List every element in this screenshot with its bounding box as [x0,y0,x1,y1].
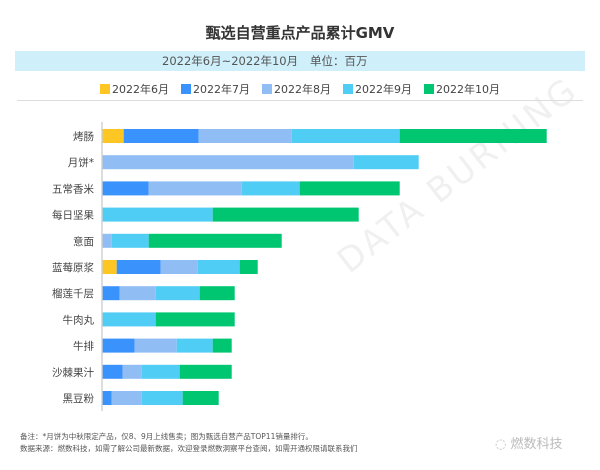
bar-segment [291,129,400,143]
bar-segment [102,260,117,274]
logo-text: 燃数科技 [510,437,563,452]
category-label: 蓝莓原浆 [52,261,94,274]
bar-segment [116,260,161,274]
bar-segment [102,181,149,196]
bar-segment [198,129,292,143]
bar-segment [141,364,180,379]
bar-segment [102,312,156,327]
divider [17,100,583,101]
bar-segment [155,286,200,301]
bar-segment [212,338,232,353]
bar-segment [102,233,112,248]
category-label: 黑豆粉 [63,392,95,405]
logo: ◌ 燃数科技 [495,433,563,452]
bar-segment [102,391,112,405]
category-label: 月饼* [68,156,94,169]
bar-segment [199,286,235,301]
legend-swatch [100,84,110,94]
legend: 2022年6月 2022年7月 2022年8月 2022年9月 2022年10月 [0,81,600,97]
bar-segment [102,155,354,170]
bar-segment [102,286,120,301]
legend-label: 2022年8月 [274,83,331,96]
bar-segment [148,233,282,248]
bar-segment [141,391,183,405]
bar-segment [102,129,124,143]
bar-segment [148,181,242,196]
bar-segment [197,260,240,274]
legend-swatch [262,84,272,94]
legend-label: 2022年6月 [112,83,169,96]
bar-segment [122,364,142,379]
category-label: 牛排 [73,340,94,353]
category-label: 意面 [73,235,94,248]
bar-segment [176,338,213,353]
category-label: 烤肠 [73,130,94,143]
bar-segment [212,207,359,222]
bar-segment [102,338,135,353]
legend-label: 2022年7月 [193,83,250,96]
category-label: 沙棘果汁 [52,366,94,379]
bar-segment [123,129,199,143]
category-label: 每日坚果 [52,209,94,222]
legend-item: 2022年8月 [262,81,331,97]
legend-swatch [343,84,353,94]
legend-label: 2022年9月 [355,83,412,96]
bar-segment [102,364,123,379]
bar-segment [299,181,400,196]
bar-segment [155,312,235,327]
category-label: 牛肉丸 [63,313,95,326]
category-label: 榴莲千层 [52,287,94,300]
legend-swatch [181,84,191,94]
bar-segment [399,129,547,143]
bar-segment [160,260,198,274]
bar-segment [111,391,142,405]
subtitle-band: 2022年6月~2022年10月 单位：百万 [15,51,585,71]
legend-item: 2022年7月 [181,81,250,97]
chart-title: 甄选自营重点产品累计GMV [205,24,395,42]
data-source: 数据来源：燃数科技，如需了解公司最新数据，欢迎登录燃数洞察平台查阅，如需开通权限… [20,444,358,453]
footnote: 备注：*月饼为中秋限定产品，仅8、9月上线售卖；图为甄选自营产品TOP11销量排… [20,432,313,441]
wechat-icon: ◌ [495,437,507,452]
bar-segment [111,233,149,248]
legend-item: 2022年10月 [424,81,500,97]
bar-segment [179,364,232,379]
legend-item: 2022年6月 [100,81,169,97]
bar-segment [353,155,419,170]
bar-segment [182,391,219,405]
bar-segment [134,338,177,353]
bar-segment [102,207,213,222]
legend-item: 2022年9月 [343,81,412,97]
bar-segment [239,260,258,274]
date-range: 2022年6月~2022年10月 [162,54,299,68]
legend-swatch [424,84,434,94]
category-label: 五常香米 [52,182,94,195]
bar-segment [241,181,300,196]
bar-segment [119,286,156,301]
legend-label: 2022年10月 [436,83,500,96]
unit-label: 单位：百万 [310,54,368,68]
